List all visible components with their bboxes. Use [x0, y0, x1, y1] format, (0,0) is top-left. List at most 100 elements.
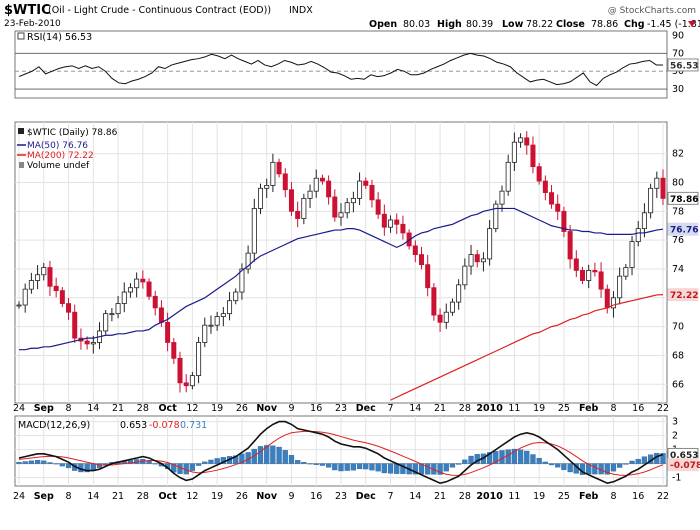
- exchange: INDX: [289, 5, 313, 16]
- candle-down: [573, 258, 579, 271]
- x-tick-label: 2010: [476, 491, 503, 502]
- macd-histogram-bar: [319, 463, 326, 466]
- x-tick-label: Nov: [256, 403, 277, 414]
- x-tick-label: 14: [87, 403, 99, 414]
- macd-histogram-bar: [214, 458, 220, 464]
- macd-y-tick: 3: [672, 417, 678, 428]
- macd-histogram-bar: [288, 455, 295, 464]
- macd-histogram-bar: [548, 463, 555, 466]
- x-tick-label: 21: [112, 403, 124, 414]
- macd-histogram-bar: [610, 463, 617, 472]
- macd-histogram-bar: [486, 452, 493, 464]
- x-tick-label: Dec: [356, 491, 376, 502]
- macd-histogram-bar: [313, 463, 319, 465]
- x-tick-label: Feb: [579, 491, 599, 502]
- candle-down: [530, 144, 536, 168]
- macd-histogram-bar: [325, 463, 332, 468]
- ma200-line: [390, 294, 664, 401]
- price-legend-main: $WTIC (Daily) 78.86: [27, 128, 118, 138]
- candle-down: [282, 173, 288, 191]
- macd-histogram-bar: [375, 463, 381, 472]
- candle-down: [579, 270, 586, 281]
- x-tick-label: Oct: [158, 403, 177, 414]
- macd-histogram-bar: [146, 460, 152, 464]
- x-tick-label: 8: [610, 403, 616, 414]
- candle-up: [641, 212, 647, 230]
- candle-down: [332, 196, 338, 218]
- candle-down: [183, 382, 189, 387]
- low-value: 78.22: [526, 19, 553, 30]
- price-y-tick: 66: [672, 379, 684, 390]
- candle-down: [542, 180, 548, 194]
- macd-histogram-bar: [369, 463, 375, 471]
- macd-histogram-bar: [617, 463, 623, 468]
- candle-down: [660, 177, 666, 199]
- candle-down: [158, 307, 164, 323]
- x-tick-label: 21: [434, 403, 446, 414]
- candle-up: [505, 161, 511, 192]
- macd-histogram-bar: [363, 463, 369, 470]
- date: 23-Feb-2010: [4, 19, 61, 29]
- candle-up: [511, 141, 517, 163]
- x-tick-label: 26: [236, 491, 248, 502]
- candle-down: [604, 288, 610, 309]
- macd-histogram-bar: [16, 462, 22, 464]
- x-tick-label: 9: [288, 491, 294, 502]
- candle-down: [276, 161, 282, 175]
- macd-histogram-bar: [493, 451, 499, 464]
- candle-up: [313, 177, 319, 192]
- ma50-current-tag: 76.76: [670, 226, 698, 236]
- candle-up: [617, 275, 623, 299]
- x-tick-label: 26: [236, 403, 248, 414]
- macd-histogram-bar: [338, 463, 344, 472]
- macd-y-tick: 2: [672, 431, 678, 442]
- rsi-line: [18, 52, 663, 87]
- candle-down: [536, 166, 542, 182]
- macd-legend-prefix: MACD(12,26,9): [18, 420, 90, 431]
- volume-legend: Volume undef: [27, 161, 90, 171]
- x-tick-label: 19: [533, 491, 545, 502]
- candle-down: [363, 180, 369, 186]
- candle-up: [480, 258, 486, 263]
- candle-down: [326, 180, 332, 198]
- macd-histogram-bar: [400, 463, 406, 474]
- x-tick-label: 11: [508, 403, 520, 414]
- x-tick-label: 16: [632, 403, 644, 414]
- candle-up: [610, 297, 616, 309]
- macd-histogram-bar: [561, 463, 567, 471]
- macd-legend-signal: -0.078: [149, 420, 180, 431]
- price-current-tag: 78.86: [670, 195, 698, 205]
- candle-down: [165, 321, 171, 343]
- candle-down: [152, 295, 158, 309]
- price-y-tick: 76: [672, 235, 684, 246]
- candle-up: [103, 313, 109, 332]
- x-tick-label: 23: [335, 491, 347, 502]
- candle-down: [394, 219, 400, 225]
- macd-histogram-bar: [177, 463, 183, 474]
- candle-up: [220, 313, 226, 317]
- macd-histogram-bar: [499, 450, 505, 464]
- price-y-tick: 80: [672, 178, 684, 189]
- macd-histogram-bar: [592, 463, 598, 475]
- x-tick-label: Sep: [34, 403, 54, 414]
- candle-down: [47, 267, 53, 287]
- macd-histogram-bar: [462, 459, 468, 464]
- candle-down: [375, 199, 381, 215]
- candle-down: [555, 203, 561, 212]
- high-value: 80.39: [466, 19, 493, 30]
- rsi-y-tick: 30: [672, 84, 684, 95]
- x-tick-label: 14: [409, 491, 421, 502]
- candle-up: [499, 190, 505, 205]
- macd-histogram-bar: [332, 463, 338, 471]
- candle-down: [549, 192, 555, 205]
- macd-histogram-bar: [53, 463, 59, 465]
- ma200-legend: MA(200) 72.22: [27, 151, 94, 161]
- candle-down: [319, 177, 325, 182]
- candle-up: [28, 280, 34, 290]
- volume-legend-swatch: [19, 162, 24, 168]
- macd-histogram-bar: [629, 460, 635, 464]
- candle-down: [53, 285, 59, 291]
- x-tick-label: Oct: [158, 491, 177, 502]
- candle-down: [592, 270, 598, 273]
